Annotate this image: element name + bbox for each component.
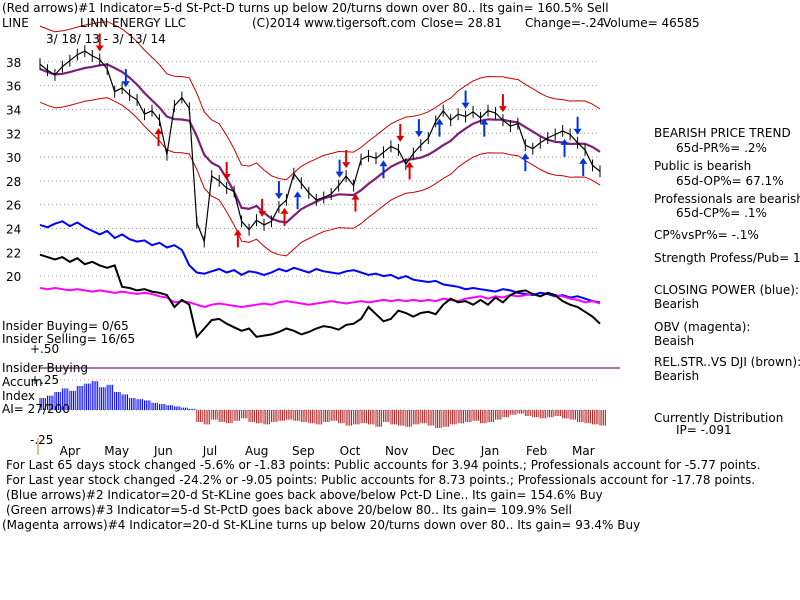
- red-up-arrow: [154, 128, 163, 135]
- insider-buying-title: Insider Buying: [2, 361, 88, 375]
- month-label: Apr: [60, 444, 81, 458]
- y-tick-label: 28: [6, 175, 21, 189]
- month-label: Jun: [153, 444, 173, 458]
- blue-up-arrow: [435, 118, 444, 125]
- red-down-arrow: [258, 210, 267, 217]
- cpvspr-value: CP%vsPr%= -.1%: [654, 228, 759, 242]
- price-line: [39, 50, 601, 242]
- y-tick-label: 22: [6, 246, 21, 260]
- company-name: LINN ENERGY LLC: [80, 16, 187, 30]
- closing-power-line: [39, 220, 601, 304]
- accumulation-index: [39, 381, 606, 428]
- insider-buying: Insider Buying= 0/65: [2, 319, 129, 333]
- month-label: Aug: [245, 444, 268, 458]
- y-tick-label: 24: [6, 222, 21, 236]
- price-bands: [39, 21, 601, 257]
- relstr-value: Bearish: [654, 369, 700, 383]
- blue-down-arrow: [121, 81, 130, 88]
- footer-line-5: (Magenta arrows)#4 Indicator=20-d St-KLi…: [2, 518, 641, 532]
- red-up-arrow: [351, 193, 360, 200]
- professionals-status: Professionals are bearish: [654, 192, 800, 206]
- red-down-arrow: [342, 162, 351, 169]
- blue-up-arrow: [521, 153, 530, 160]
- blue-down-arrow: [274, 193, 283, 200]
- y-tick-label: 36: [6, 80, 21, 94]
- footer-line-3: (Blue arrows)#2 Indicator=20-d St-KLine …: [6, 488, 603, 502]
- red-down-arrow: [222, 174, 231, 181]
- footer-line-1: For Last 65 days stock changed -5.6% or …: [6, 458, 761, 472]
- month-label: Jan: [480, 444, 500, 458]
- month-label: Jul: [202, 444, 217, 458]
- month-label: Feb: [526, 444, 547, 458]
- volume-value: Volume= 46585: [603, 16, 700, 30]
- y-tick-label: 38: [6, 56, 21, 70]
- y-tick-label: 34: [6, 103, 21, 117]
- blue-up-arrow: [379, 160, 388, 167]
- obv-label: OBV (magenta):: [654, 320, 751, 334]
- blue-up-arrow: [293, 191, 302, 198]
- change-value: Change=-.24: [525, 16, 605, 30]
- red-down-arrow: [498, 106, 507, 113]
- red-up-arrow: [405, 161, 414, 168]
- date-range: 3/ 18/ 13 - 3/ 13/ 14: [46, 32, 166, 46]
- accum-minus25: -.25: [30, 433, 54, 447]
- blue-down-arrow: [461, 102, 470, 109]
- obv-line: [39, 286, 601, 309]
- moving-average: [39, 63, 601, 224]
- accum-plus25: +.25: [30, 373, 60, 387]
- y-tick-label: 32: [6, 127, 21, 141]
- y-tick-labels: 38 36 34 32 30 28 26 24 22 20: [6, 56, 21, 284]
- grid-lines: [37, 61, 620, 455]
- red-up-arrow: [233, 229, 242, 236]
- y-tick-label: 20: [6, 270, 21, 284]
- blue-up-arrow: [560, 138, 569, 145]
- blue-up-arrow: [480, 118, 489, 125]
- month-label: Nov: [385, 444, 408, 458]
- month-label: Mar: [572, 444, 595, 458]
- red-up-arrow: [280, 207, 289, 214]
- red-down-arrow: [396, 135, 405, 142]
- close-value: Close= 28.81: [421, 16, 502, 30]
- insider-selling: Insider Selling= 16/65: [2, 332, 136, 346]
- trend-title: BEARISH PRICE TREND: [654, 126, 791, 140]
- y-tick-label: 26: [6, 199, 21, 213]
- cp-value: 65d-CP%= .1%: [676, 206, 767, 220]
- month-labels: Apr May Jun Jul Aug Sep Oct Nov Dec Jan Feb Mar: [60, 444, 595, 458]
- series-lines: [39, 45, 601, 339]
- copyright: (C)2014 www.tigersoft.com: [252, 16, 416, 30]
- op-value: 65d-OP%= 67.1%: [676, 174, 784, 188]
- blue-down-arrow: [335, 171, 344, 178]
- pr-value: 65d-PR%= .2%: [676, 141, 767, 155]
- obv-value: Beaish: [654, 334, 695, 348]
- upper-band: [39, 21, 601, 181]
- ai-value: AI= 27/200: [2, 402, 70, 416]
- relstr-label: REL.STR..VS DJI (brown):: [654, 355, 800, 369]
- month-label: May: [104, 444, 129, 458]
- accum-plus50: +.50: [30, 342, 60, 356]
- month-label: Sep: [292, 444, 315, 458]
- footer-line-4: (Green arrows)#3 Indicator=5-d St-PctD g…: [6, 503, 572, 517]
- closing-power-label: CLOSING POWER (blue):: [654, 283, 799, 297]
- y-tick-label: 30: [6, 151, 21, 165]
- month-label: Oct: [340, 444, 361, 458]
- ip-value: IP= -.091: [676, 423, 732, 437]
- signal-arrows: [95, 33, 588, 248]
- ticker: LINE: [2, 16, 29, 30]
- footer-line-2: For Last year stock changed -24.2% or -9…: [6, 473, 756, 487]
- indicator-red-line: (Red arrows)#1 Indicator=5-d St-Pct-D tu…: [2, 1, 609, 15]
- strength-value: Strength Profess/Pub= 1.5: [654, 251, 800, 265]
- public-status: Public is bearish: [654, 159, 752, 173]
- lower-band: [39, 97, 601, 257]
- blue-down-arrow: [414, 131, 423, 138]
- red-down-arrow: [95, 45, 104, 52]
- closing-power-value: Bearish: [654, 297, 700, 311]
- index-label: Index: [2, 389, 36, 403]
- month-label: Dec: [432, 444, 455, 458]
- rel-str-line: [39, 253, 601, 339]
- distribution-status: Currently Distribution: [654, 411, 784, 425]
- blue-down-arrow: [573, 128, 582, 135]
- blue-up-arrow: [579, 157, 588, 164]
- accum-label: Accum: [2, 375, 43, 389]
